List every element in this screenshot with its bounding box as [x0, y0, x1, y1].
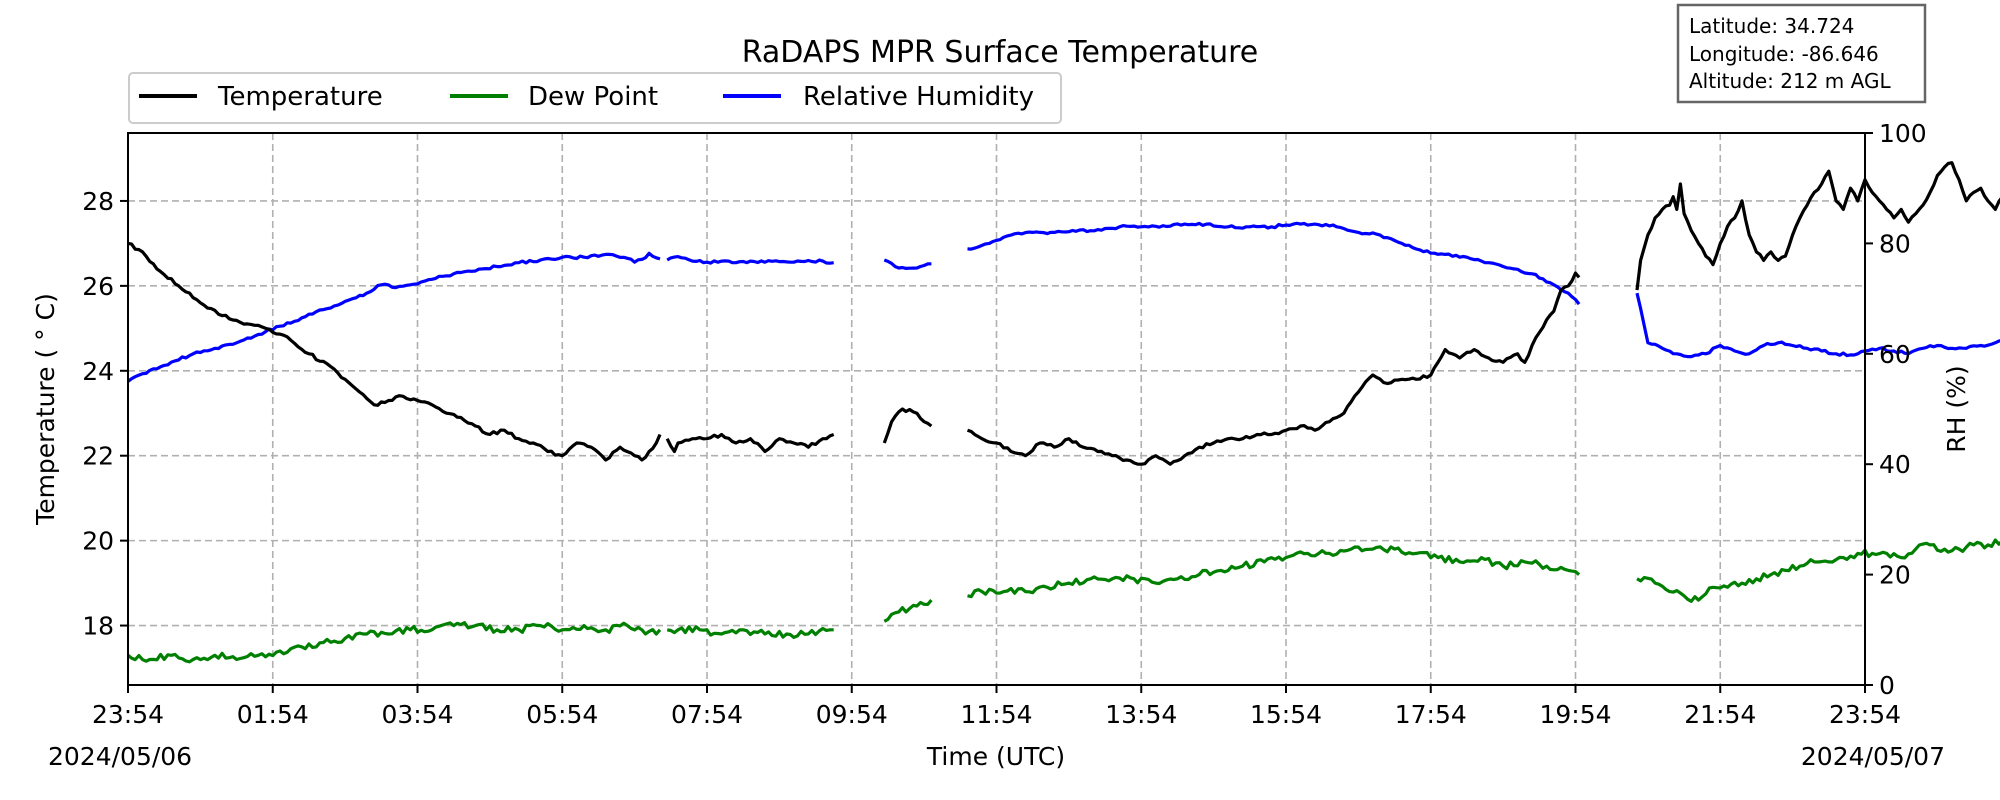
x-axis-label: Time (UTC) [926, 742, 1065, 771]
legend: Temperature Dew Point Relative Humidity [128, 72, 1062, 124]
x-tick-label: 09:54 [816, 700, 888, 729]
chart-title: RaDAPS MPR Surface Temperature [742, 35, 1259, 70]
x-tick-label: 07:54 [671, 700, 743, 729]
y-tick-label: 28 [82, 187, 114, 216]
legend-label-relative-humidity: Relative Humidity [803, 82, 1034, 112]
series-line-dew-point [883, 599, 933, 623]
y-tick-label: 24 [82, 357, 114, 386]
end-date-label: 2024/05/07 [1801, 742, 1945, 771]
x-tick-label: 15:54 [1250, 700, 1322, 729]
series-line-dew-point [666, 625, 834, 639]
series-line-temperature [966, 271, 1581, 466]
series-line-relative-humidity [1635, 292, 2000, 359]
series-line-relative-humidity [666, 255, 834, 265]
y-right-tick-label: 0 [1879, 671, 1895, 700]
grid [128, 133, 1865, 685]
x-tick-label: 19:54 [1539, 700, 1611, 729]
y-right-tick-label: 60 [1879, 340, 1911, 369]
series-line-temperature [127, 241, 662, 462]
y-axis-ticks: 18 20 22 24 26 28 [82, 187, 128, 641]
legend-box [128, 72, 1062, 124]
y-axis-right-label: RH (%) [1942, 365, 1971, 452]
info-longitude: Longitude: -86.646 [1689, 42, 1879, 66]
y-right-tick-label: 20 [1879, 561, 1911, 590]
y-tick-label: 22 [82, 442, 114, 471]
x-tick-label: 21:54 [1684, 700, 1756, 729]
series-line-relative-humidity [883, 258, 932, 270]
series-line-temperature [882, 407, 933, 444]
y-right-tick-label: 80 [1879, 229, 1911, 258]
series-line-dew-point [127, 621, 662, 664]
series-line-temperature [1635, 161, 2000, 291]
info-box-frame [1676, 3, 1927, 104]
series-line-dew-point [967, 545, 1581, 599]
legend-label-temperature: Temperature [217, 82, 383, 112]
x-tick-label: 17:54 [1395, 700, 1467, 729]
series-line-dew-point [1636, 538, 2000, 603]
x-tick-label: 05:54 [526, 700, 598, 729]
start-date-label: 2024/05/06 [48, 742, 192, 771]
series-line-relative-humidity [967, 221, 1581, 306]
y-tick-label: 18 [82, 612, 114, 641]
y-tick-label: 26 [82, 272, 114, 301]
x-tick-label: 03:54 [381, 700, 453, 729]
info-latitude: Latitude: 34.724 [1689, 14, 1854, 38]
series-group [127, 161, 2000, 664]
x-tick-label: 01:54 [237, 700, 309, 729]
info-altitude: Altitude: 212 m AGL [1689, 69, 1891, 93]
x-tick-label: 13:54 [1105, 700, 1177, 729]
y-axis-right-ticks: 0 20 40 60 80 100 [1865, 119, 1927, 700]
y-right-tick-label: 100 [1879, 119, 1927, 148]
y-axis-label: Temperature ( ° C) [31, 293, 60, 526]
series-line-temperature [665, 432, 835, 454]
legend-label-dew-point: Dew Point [528, 82, 658, 112]
y-right-tick-label: 40 [1879, 450, 1911, 479]
x-tick-label: 11:54 [960, 700, 1032, 729]
x-tick-label: 23:54 [1829, 700, 1901, 729]
info-box: Latitude: 34.724 Longitude: -86.646 Alti… [1676, 3, 1927, 104]
x-axis-ticks: 23:54 01:54 03:54 05:54 07:54 09:54 11:54 13:54… [92, 685, 1901, 729]
series-line-relative-humidity [127, 251, 661, 383]
x-tick-label: 23:54 [92, 700, 164, 729]
y-tick-label: 20 [82, 527, 114, 556]
